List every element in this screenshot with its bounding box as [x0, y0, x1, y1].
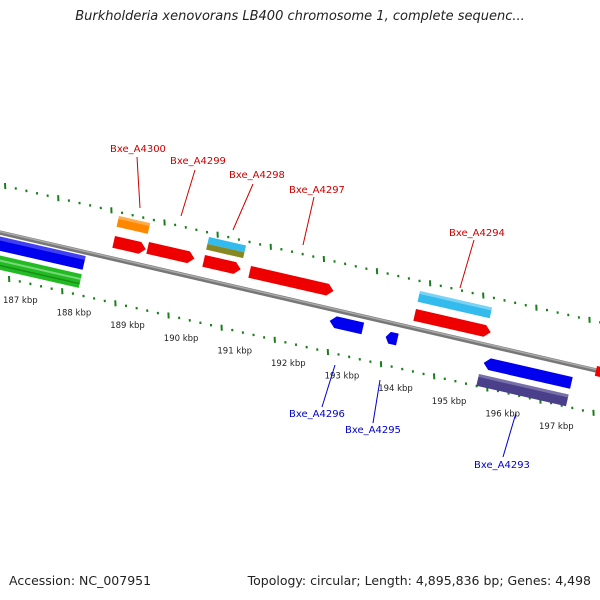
gene-feature-bxe-a4298[interactable] — [206, 237, 247, 259]
gene-feature-green-left[interactable] — [0, 254, 82, 288]
topology-summary: Topology: circular; Length: 4,895,836 bp… — [247, 573, 591, 588]
gene-feature-bxe-a4294[interactable] — [417, 291, 493, 319]
scale-labels: 187 kbp 188 kbp 189 kbp 190 kbp 191 kbp 192 k… — [3, 296, 574, 432]
scale-label: 195 kbp — [432, 397, 467, 407]
scale-label: 188 kbp — [57, 309, 92, 319]
gene-feature-bxe-a4293[interactable] — [482, 357, 573, 389]
gene-feature-bxe-a4299[interactable] — [146, 242, 195, 264]
map-title: Burkholderia xenovorans LB400 chromosome… — [75, 9, 525, 24]
scale-label: 189 kbp — [110, 321, 145, 331]
gene-feature-red-1[interactable] — [112, 236, 147, 255]
scale-label: 187 kbp — [3, 296, 38, 306]
chromosome-backbone — [0, 230, 600, 374]
gene-feature-purple[interactable] — [476, 374, 569, 407]
gene-label-bxe-a4296[interactable]: Bxe_A4296 — [289, 409, 345, 420]
gene-label-bxe-a4297[interactable]: Bxe_A4297 — [289, 185, 345, 196]
gene-labels: Bxe_A4300 Bxe_A4299 Bxe_A4298 Bxe_A4297 … — [110, 144, 530, 471]
scale-label: 194 kbp — [378, 384, 413, 394]
gene-feature-bxe-a4295[interactable] — [384, 331, 399, 346]
scale-label: 190 kbp — [164, 334, 199, 344]
gene-label-bxe-a4295[interactable]: Bxe_A4295 — [345, 425, 401, 436]
gene-feature-bxe-a4297[interactable] — [248, 266, 335, 297]
gene-label-bxe-a4294[interactable]: Bxe_A4294 — [449, 228, 505, 239]
scale-label: 196 kbp — [485, 409, 520, 419]
accession-text: Accession: NC_007951 — [9, 573, 152, 588]
gene-label-bxe-a4300[interactable]: Bxe_A4300 — [110, 144, 166, 155]
tick-marks — [4, 182, 600, 416]
gene-feature-bxe-a4300[interactable] — [116, 216, 151, 234]
gene-label-bxe-a4293[interactable]: Bxe_A4293 — [474, 460, 530, 471]
scale-label: 192 kbp — [271, 359, 306, 369]
gene-feature-red-3[interactable] — [413, 309, 492, 338]
gene-feature-blue-left[interactable] — [0, 236, 86, 270]
scale-label: 197 kbp — [539, 422, 574, 432]
gene-label-bxe-a4298[interactable]: Bxe_A4298 — [229, 170, 285, 181]
gene-label-bxe-a4299[interactable]: Bxe_A4299 — [170, 156, 226, 167]
gene-feature-red-edge[interactable] — [594, 366, 600, 378]
gene-feature-red-2[interactable] — [202, 255, 242, 275]
scale-label: 193 kbp — [325, 372, 360, 382]
scale-label: 191 kbp — [217, 346, 252, 356]
gene-features — [0, 216, 600, 407]
gene-feature-bxe-a4296[interactable] — [328, 315, 365, 335]
